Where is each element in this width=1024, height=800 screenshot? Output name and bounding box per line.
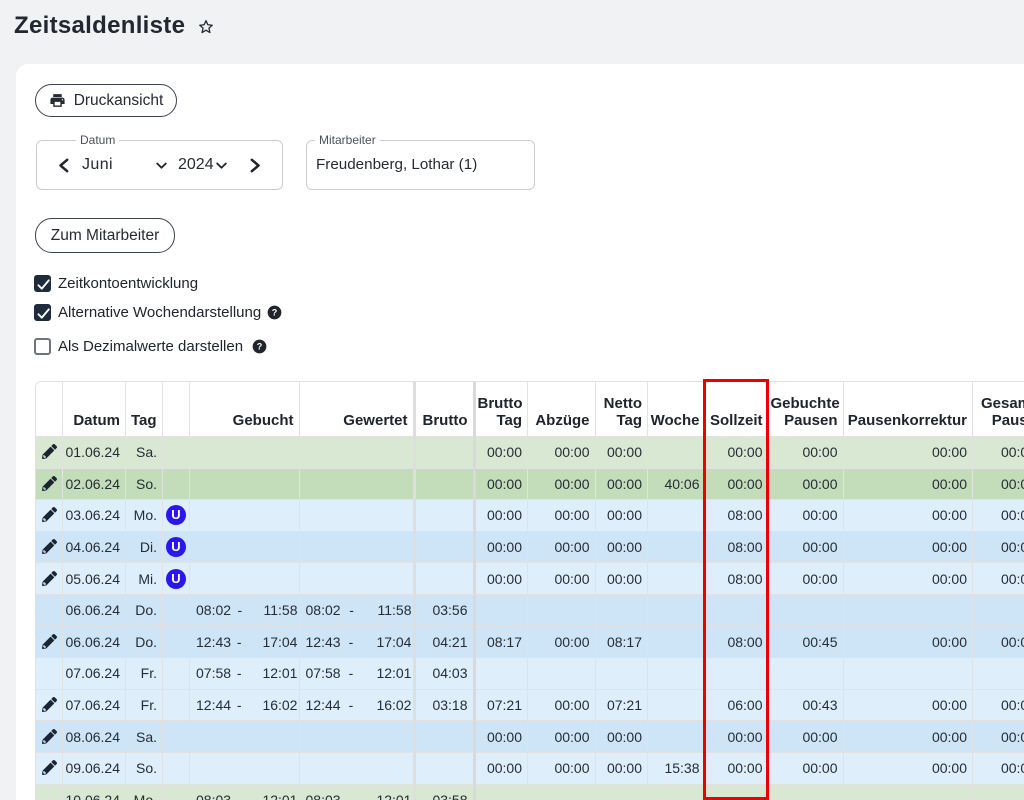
svg-text:?: ? <box>272 308 278 318</box>
svg-text:?: ? <box>257 342 263 352</box>
